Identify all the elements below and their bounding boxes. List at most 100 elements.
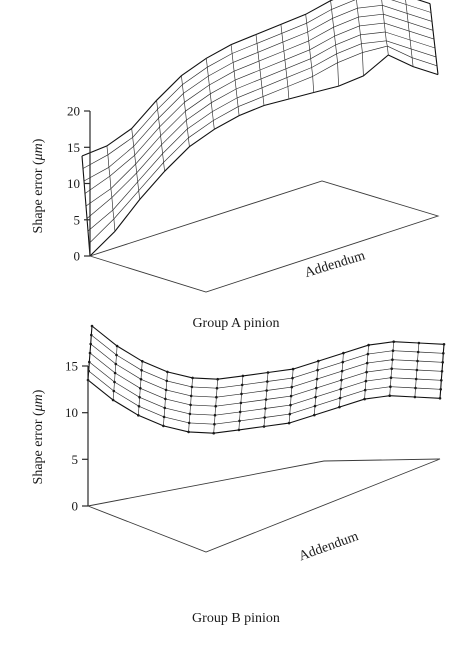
mesh-node (137, 405, 141, 408)
mesh-node (140, 369, 143, 372)
mesh-row-line (85, 22, 435, 207)
mesh-node (317, 359, 320, 363)
z-ticks: 0 5 10 15 20 (67, 104, 90, 264)
z-tick-label: 5 (74, 212, 81, 227)
mesh-node (315, 386, 318, 390)
mesh-node (340, 378, 343, 382)
mesh-node (166, 370, 169, 374)
mesh-node (264, 398, 268, 401)
mesh-node (165, 379, 169, 383)
mesh-node (442, 343, 446, 346)
mesh-column-line (280, 24, 290, 100)
z-tick-label: 15 (65, 359, 78, 374)
mesh-node (111, 398, 115, 402)
z-ticks: 0 5 10 15 (65, 359, 88, 514)
mesh-node (266, 371, 270, 374)
mesh-node (189, 403, 192, 407)
mesh-node (164, 388, 168, 392)
mesh-node (88, 351, 92, 355)
mesh-node (439, 388, 443, 391)
mesh-node (141, 360, 144, 363)
chart-caption: Group A pinion (192, 316, 279, 331)
addendum-axis-label: Addendum (303, 248, 367, 281)
mesh-node (389, 376, 393, 380)
mesh-node (137, 414, 140, 417)
mesh-column-line (330, 0, 339, 87)
mesh-node (287, 421, 291, 425)
surface-mesh (81, 0, 439, 257)
mesh-column-line (381, 0, 389, 56)
mesh-node (391, 349, 395, 353)
mesh-column-line (405, 0, 414, 67)
mesh-node (213, 413, 217, 417)
mesh-node (189, 394, 193, 398)
mesh-column-line (106, 145, 116, 232)
surface-mesh (86, 324, 446, 435)
mesh-node (414, 377, 418, 381)
mesh-node (139, 387, 142, 390)
mesh-node (187, 430, 190, 434)
addendum-axis-label: Addendum (297, 529, 361, 564)
mesh-node (89, 342, 92, 346)
mesh-node (266, 380, 269, 383)
mesh-row-line (82, 0, 432, 169)
mesh-node (366, 352, 370, 356)
mesh-node (390, 367, 394, 371)
mesh-node (415, 368, 419, 372)
mesh-node (214, 404, 217, 408)
mesh-node (389, 385, 392, 389)
z-tick-label: 5 (72, 452, 79, 467)
z-tick-label: 0 (74, 249, 81, 264)
mesh-node (239, 401, 243, 405)
mesh-node (212, 431, 215, 435)
mesh-row-line (89, 54, 439, 257)
mesh-node (316, 368, 319, 372)
mesh-node (113, 371, 117, 375)
mesh-node (315, 377, 319, 381)
mesh-node (238, 419, 241, 423)
z-axis-title: Shape error (μm) (31, 138, 46, 233)
group-a-chart: 0 5 10 15 20 Shape error (μm) Addendum Group… (31, 0, 440, 331)
mesh-node (289, 394, 293, 398)
mesh-column-line (81, 155, 91, 257)
mesh-node (291, 376, 294, 380)
mesh-node (417, 341, 421, 345)
z-tick-label: 20 (67, 104, 80, 119)
mesh-column-line (230, 44, 240, 116)
mesh-node (241, 374, 245, 378)
mesh-node (391, 358, 394, 362)
mesh-node (289, 403, 292, 407)
mesh-node (338, 405, 341, 409)
mesh-node (190, 385, 194, 389)
mesh-node (416, 359, 419, 363)
mesh-column-line (305, 14, 315, 93)
mesh-node (339, 387, 343, 391)
floor-outline (89, 180, 440, 293)
mesh-node (414, 386, 417, 390)
mesh-node (367, 343, 370, 347)
mesh-node (413, 395, 417, 399)
mesh-node (238, 410, 242, 414)
mesh-node (388, 394, 392, 398)
mesh-node (416, 350, 420, 354)
mesh-node (363, 397, 366, 401)
mesh-node (164, 397, 167, 401)
mesh-column-line (181, 75, 190, 147)
z-tick-label: 0 (72, 499, 79, 514)
mesh-node (262, 425, 266, 428)
mesh-column-line (131, 128, 141, 200)
mesh-node (191, 376, 194, 380)
mesh-node (115, 353, 118, 357)
mesh-node (162, 415, 166, 419)
mesh-column-line (205, 58, 215, 130)
mesh-node (216, 377, 219, 381)
mesh-node (264, 407, 267, 410)
mesh-node (392, 340, 396, 344)
mesh-node (364, 379, 368, 383)
mesh-node (440, 370, 444, 373)
mesh-row-line (84, 13, 434, 194)
mesh-node (90, 324, 94, 328)
mesh-node (290, 385, 294, 389)
mesh-node (188, 412, 192, 416)
